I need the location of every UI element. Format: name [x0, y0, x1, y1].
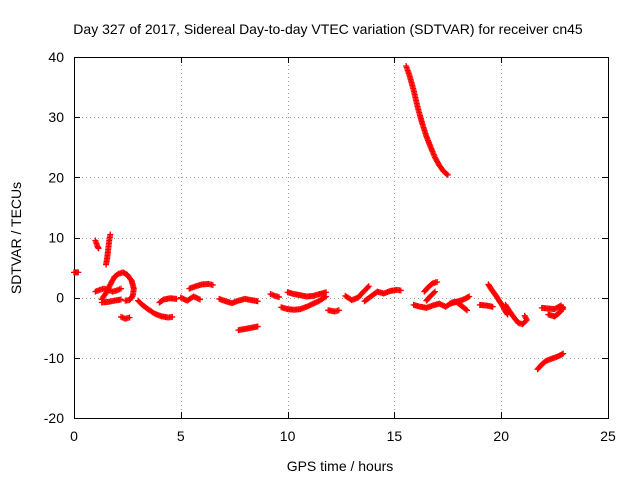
y-tick-label: 0 — [56, 290, 64, 306]
data-point — [464, 307, 471, 314]
y-tick-label: 30 — [48, 109, 64, 125]
data-point — [276, 294, 283, 301]
chart-title: Day 327 of 2017, Sidereal Day-to-day VTE… — [73, 21, 583, 37]
data-point — [122, 297, 129, 304]
data-point — [430, 289, 437, 296]
x-tick-label: 25 — [600, 428, 616, 444]
x-tick-label: 20 — [493, 428, 509, 444]
data-point — [489, 303, 496, 310]
data-points — [71, 63, 567, 373]
data-point — [560, 304, 567, 311]
y-tick-label: 20 — [48, 169, 64, 185]
data-point — [431, 288, 438, 295]
data-point — [126, 314, 133, 321]
y-tick-label: 40 — [48, 49, 64, 65]
data-point — [434, 279, 441, 286]
x-tick-label: 5 — [177, 428, 185, 444]
data-point — [335, 307, 342, 314]
y-tick-label: -10 — [44, 350, 64, 366]
ticks: 0 5 10 15 20 25 -20 -10 0 10 20 30 40 — [44, 49, 616, 444]
data-point — [209, 282, 216, 289]
data-point — [522, 314, 529, 321]
data-point — [107, 231, 114, 238]
y-axis-label: SDTVAR / TECUs — [8, 182, 24, 294]
data-point — [559, 305, 566, 312]
x-axis-label: GPS time / hours — [287, 458, 394, 474]
data-point — [254, 323, 261, 330]
data-point — [443, 171, 450, 178]
data-point — [462, 306, 469, 313]
x-tick-label: 15 — [387, 428, 403, 444]
data-point — [560, 350, 567, 357]
data-point — [444, 171, 451, 178]
y-tick-label: -20 — [44, 410, 64, 426]
grid — [74, 57, 608, 418]
data-point — [197, 296, 204, 303]
data-point — [117, 296, 124, 303]
data-point — [254, 298, 261, 305]
data-point — [95, 245, 102, 252]
data-point — [323, 289, 330, 296]
data-point — [169, 313, 176, 320]
data-point — [365, 284, 372, 291]
x-tick-label: 0 — [70, 428, 78, 444]
y-tick-label: 10 — [48, 230, 64, 246]
data-point — [466, 293, 473, 300]
data-point — [521, 312, 528, 319]
data-point — [173, 295, 180, 302]
data-point — [117, 285, 124, 292]
data-point — [75, 269, 82, 276]
data-point — [397, 287, 404, 294]
data-point — [365, 283, 372, 290]
x-tick-label: 10 — [280, 428, 296, 444]
